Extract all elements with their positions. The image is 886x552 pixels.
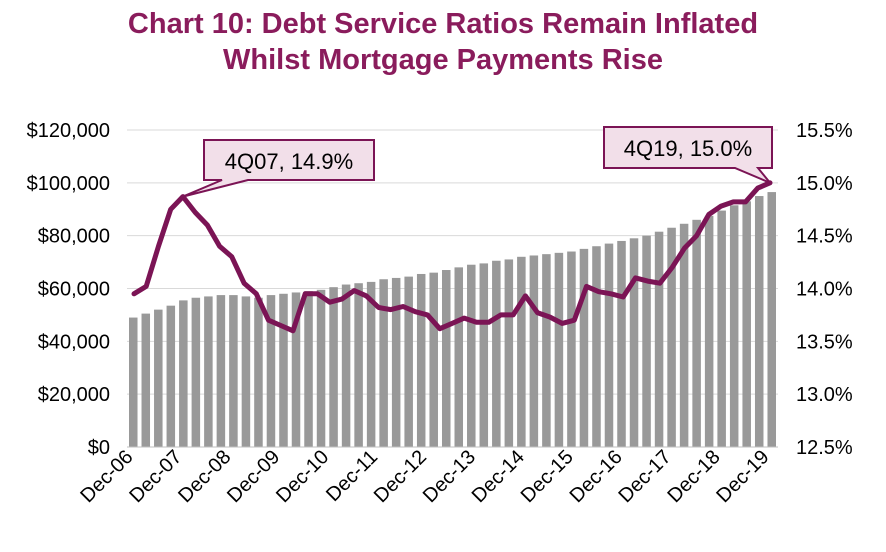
bar xyxy=(592,246,601,447)
bar xyxy=(229,295,238,447)
bar xyxy=(754,196,764,447)
callout-box xyxy=(182,139,375,198)
y-right-tick-label: 13.0% xyxy=(796,384,853,406)
bar xyxy=(279,293,288,447)
bar xyxy=(154,309,163,447)
bar xyxy=(241,296,251,447)
bar xyxy=(604,243,614,447)
bar xyxy=(542,254,551,447)
bar xyxy=(316,289,326,447)
bar xyxy=(204,296,213,447)
bar xyxy=(329,287,338,447)
bar xyxy=(166,305,176,447)
x-tick-label: Dec-07 xyxy=(125,446,186,507)
bar xyxy=(454,267,464,447)
bar xyxy=(404,276,413,447)
bar xyxy=(391,277,401,447)
y-left-tick-label: $120,000 xyxy=(27,120,110,142)
y-left-tick-label: $100,000 xyxy=(27,173,110,195)
bar xyxy=(179,300,188,447)
bar xyxy=(742,201,751,447)
bar xyxy=(291,292,301,447)
y-right-tick-label: 13.5% xyxy=(796,331,853,353)
callouts: 4Q07, 14.9% 4Q19, 15.0% xyxy=(182,126,773,198)
bar xyxy=(654,231,664,447)
callout-box xyxy=(603,126,773,184)
bar xyxy=(692,219,701,447)
bar xyxy=(617,240,626,447)
bar xyxy=(717,210,726,447)
bar xyxy=(504,259,514,447)
bar xyxy=(729,205,739,447)
bar xyxy=(354,283,363,447)
bar xyxy=(429,272,438,447)
bar xyxy=(254,297,263,447)
bar xyxy=(141,313,151,447)
y-left-tick-label: $40,000 xyxy=(38,331,110,353)
bar xyxy=(567,251,576,447)
y-right-tick-label: 15.5% xyxy=(796,120,853,142)
bar xyxy=(379,279,388,447)
y-right-tick-label: 12.5% xyxy=(796,437,853,459)
x-tick-label: Dec-08 xyxy=(174,446,235,507)
bar xyxy=(679,223,689,447)
line-series xyxy=(131,180,773,334)
x-tick-label: Dec-17 xyxy=(615,446,676,507)
chart-title-line-1: Chart 10: Debt Service Ratios Remain Inf… xyxy=(127,8,759,40)
x-tick-label: Dec-13 xyxy=(419,446,480,507)
callout-label: 4Q07, 14.9% xyxy=(225,149,353,174)
y-left-tick-label: $60,000 xyxy=(38,279,110,301)
bar xyxy=(642,235,651,447)
bar xyxy=(304,291,313,447)
x-tick-label: Dec-10 xyxy=(272,446,333,507)
bar xyxy=(341,284,351,447)
bar xyxy=(704,215,714,447)
bar xyxy=(579,248,589,447)
x-tick-label: Dec-18 xyxy=(663,446,724,507)
bar xyxy=(441,270,451,447)
bar xyxy=(216,295,226,447)
y-left-tick-label: $0 xyxy=(88,437,110,459)
bar xyxy=(366,281,376,447)
bar xyxy=(667,227,676,447)
bar xyxy=(529,255,539,447)
y-right-tick-label: 14.5% xyxy=(796,226,853,248)
bar xyxy=(191,297,201,447)
y-right-tick-label: 14.0% xyxy=(796,279,853,301)
x-tick-label: Dec-19 xyxy=(712,446,773,507)
bar xyxy=(517,256,526,447)
y-left-tick-label: $20,000 xyxy=(38,384,110,406)
callout-label: 4Q19, 15.0% xyxy=(624,136,752,161)
bar xyxy=(554,252,564,447)
x-tick-label: Dec-14 xyxy=(468,446,529,507)
x-tick-label: Dec-11 xyxy=(322,446,382,506)
x-tick-label: Dec-15 xyxy=(517,446,578,507)
bar xyxy=(266,295,276,447)
bar xyxy=(467,264,476,447)
bar xyxy=(629,238,639,447)
bar-series xyxy=(129,192,776,447)
y-left-tick-label: $80,000 xyxy=(38,226,110,248)
x-tick-label: Dec-16 xyxy=(566,446,627,507)
y-right-tick-label: 15.0% xyxy=(796,173,853,195)
bar xyxy=(492,260,501,447)
debt-service-ratio-line xyxy=(131,180,773,334)
bar xyxy=(479,263,489,447)
bar xyxy=(416,273,426,447)
x-tick-label: Dec-09 xyxy=(223,446,284,507)
x-tick-label: Dec-12 xyxy=(370,446,431,507)
bar xyxy=(129,317,138,447)
axes: $0 12.5% $20,000 13.0% $40,000 13.5% $60,000 14… xyxy=(27,120,853,507)
bar xyxy=(767,192,776,447)
chart-title-line-2: Whilst Mortgage Payments Rise xyxy=(223,44,663,76)
